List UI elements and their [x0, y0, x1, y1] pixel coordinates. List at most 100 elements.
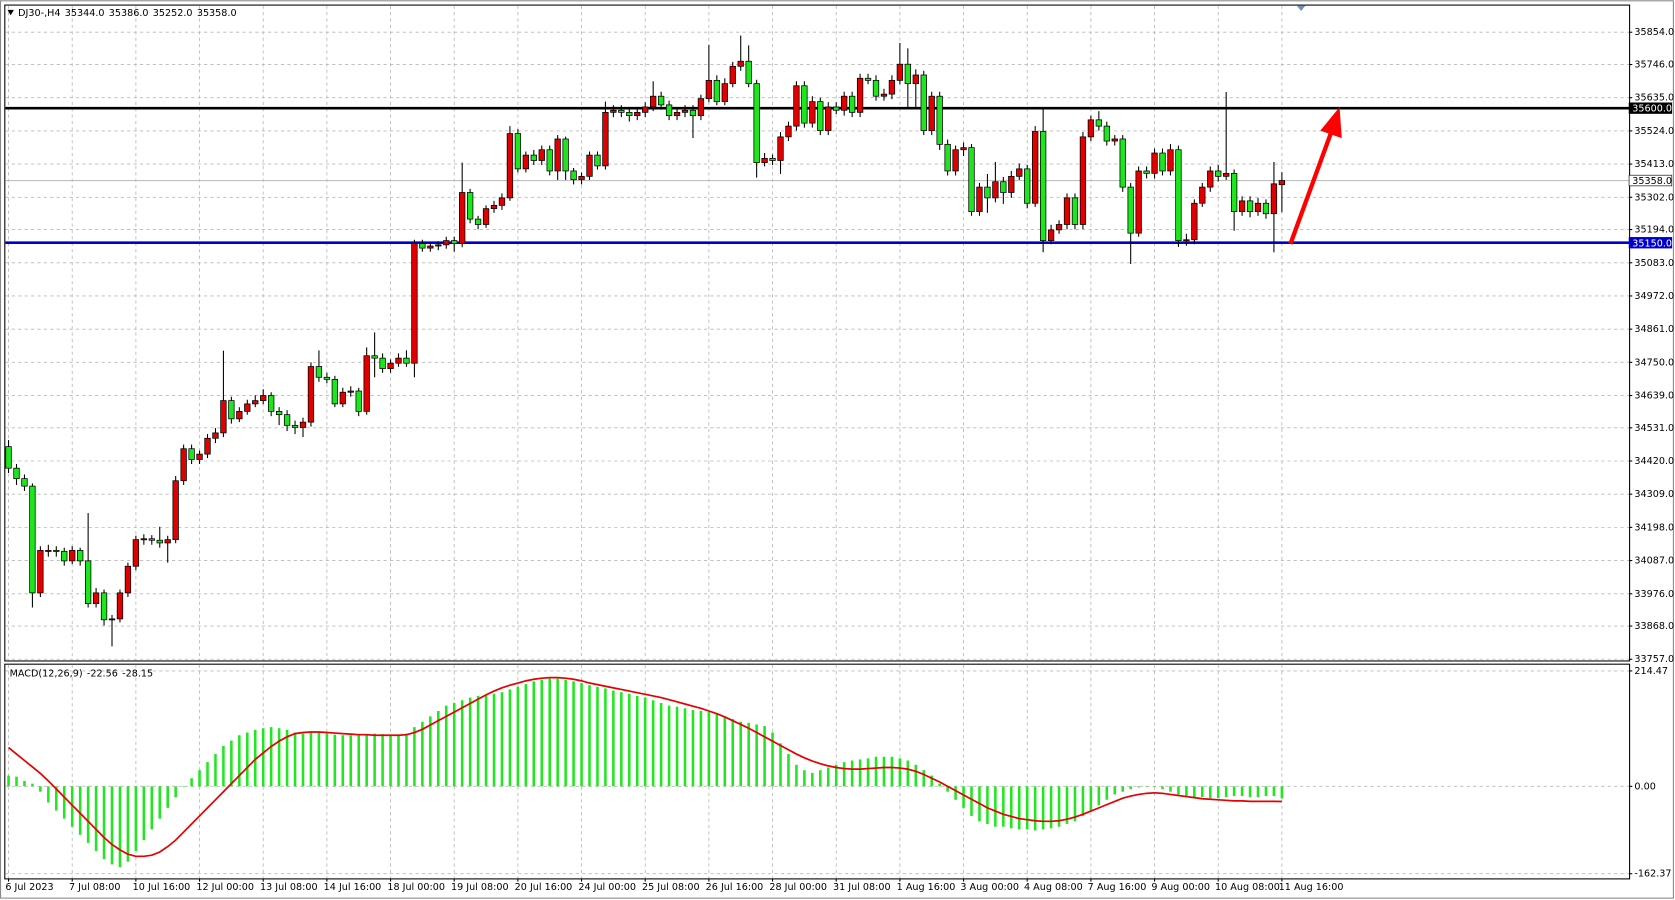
period-marker — [1296, 5, 1306, 11]
candle-body — [29, 485, 36, 594]
macd-bar — [134, 786, 138, 851]
candle-body — [785, 125, 792, 138]
y-tick-label: 35524.0 — [1634, 126, 1674, 137]
candle-body — [331, 379, 338, 405]
macd-bar — [214, 754, 217, 787]
macd-bar — [723, 716, 727, 787]
macd-bar — [635, 695, 639, 787]
macd-bar — [628, 693, 631, 787]
candle-body — [1238, 200, 1246, 213]
macd-bar — [102, 786, 106, 859]
header: MACD(12,26,9) -22.56 -28.15 — [10, 668, 153, 679]
macd-bar — [787, 754, 790, 787]
macd-bar — [285, 729, 289, 787]
macd-bar — [421, 721, 424, 787]
candle-body — [817, 101, 824, 131]
macd-bar — [1081, 786, 1085, 816]
price-tag — [1628, 102, 1673, 114]
candle-body — [92, 592, 100, 605]
candle-body — [220, 400, 227, 434]
candle-body — [100, 592, 108, 621]
x-tick-label: 25 Jul 08:00 — [642, 882, 700, 893]
macd-bar — [405, 733, 408, 787]
macd-bar — [206, 762, 209, 787]
y-tick-label: 35413.0 — [1634, 159, 1674, 170]
macd-bar — [1041, 786, 1045, 830]
candle-body — [801, 85, 808, 124]
macd-bar — [564, 679, 567, 787]
macd-bar — [349, 735, 353, 787]
y-tick-label: 34861.0 — [1634, 324, 1674, 335]
candle-body — [124, 565, 132, 594]
candle-body — [610, 109, 617, 113]
candle-body — [721, 83, 728, 102]
macd-bar — [365, 734, 368, 787]
macd-bar — [659, 702, 663, 787]
candle-body — [793, 85, 800, 127]
macd-bar — [930, 775, 934, 787]
macd-bar — [1025, 786, 1029, 830]
price-tag-label: 35150.0 — [1632, 238, 1672, 249]
candle-body — [291, 425, 299, 428]
x-tick-label: 24 Jul 00:00 — [578, 882, 636, 893]
macd-bar — [277, 728, 281, 787]
candle-body — [482, 208, 490, 225]
macd-bar — [301, 733, 305, 787]
macd-bar — [739, 721, 742, 787]
macd-bar — [1208, 786, 1212, 799]
macd-bar — [572, 681, 575, 787]
macd-bar — [643, 697, 647, 787]
macd-bar — [1169, 786, 1172, 792]
candle-body — [729, 65, 736, 85]
candle-body — [387, 362, 394, 369]
candle-body — [809, 101, 816, 124]
macd-bar — [174, 786, 177, 798]
header-title: DJ30-,H4 — [18, 8, 60, 19]
candle-body — [538, 149, 545, 161]
candle-body — [180, 448, 187, 482]
macd-bar — [1057, 786, 1061, 827]
macd-bar — [47, 786, 50, 803]
candle-body — [920, 74, 927, 131]
x-tick-label: 1 Aug 16:00 — [897, 882, 956, 893]
candle-body — [546, 149, 553, 172]
macd-bar — [691, 709, 695, 787]
macd-bar — [890, 756, 894, 787]
candle-body — [355, 390, 362, 412]
candle-body — [283, 414, 291, 426]
candle-body — [188, 448, 195, 460]
candle-body — [490, 204, 498, 210]
macd-bar — [126, 786, 130, 862]
candle-body — [498, 197, 506, 206]
macd-bar — [269, 727, 273, 787]
macd-bar — [1129, 786, 1132, 790]
candle-body — [339, 391, 346, 405]
y-tick-label: 34198.0 — [1634, 522, 1674, 533]
candle-body — [514, 133, 522, 170]
candle-body — [260, 395, 267, 401]
macd-bar — [779, 743, 782, 787]
macd-bar — [795, 764, 798, 787]
macd-bar — [715, 713, 719, 787]
y-tick-label: 34087.0 — [1634, 556, 1674, 567]
macd-bar — [1224, 786, 1228, 798]
candle-body — [960, 147, 967, 151]
candle-body — [204, 437, 211, 455]
macd-bar — [94, 786, 98, 851]
candle-body — [753, 83, 760, 163]
macd-bar — [492, 693, 496, 787]
candle-body — [570, 170, 577, 181]
y-tick-label: 33976.0 — [1634, 589, 1674, 600]
y-tick-label: 33757.0 — [1634, 654, 1674, 665]
macd-bar — [1049, 786, 1053, 829]
macd-bar — [253, 729, 257, 787]
macd-bar — [826, 767, 830, 787]
candle-body — [61, 550, 68, 562]
macd-bar — [524, 684, 528, 787]
candle-body — [371, 355, 378, 359]
candle-body — [116, 592, 124, 620]
macd-bar — [484, 694, 488, 787]
price-tag — [1628, 174, 1673, 187]
candle-body — [522, 154, 529, 170]
macd-bar — [938, 783, 941, 787]
